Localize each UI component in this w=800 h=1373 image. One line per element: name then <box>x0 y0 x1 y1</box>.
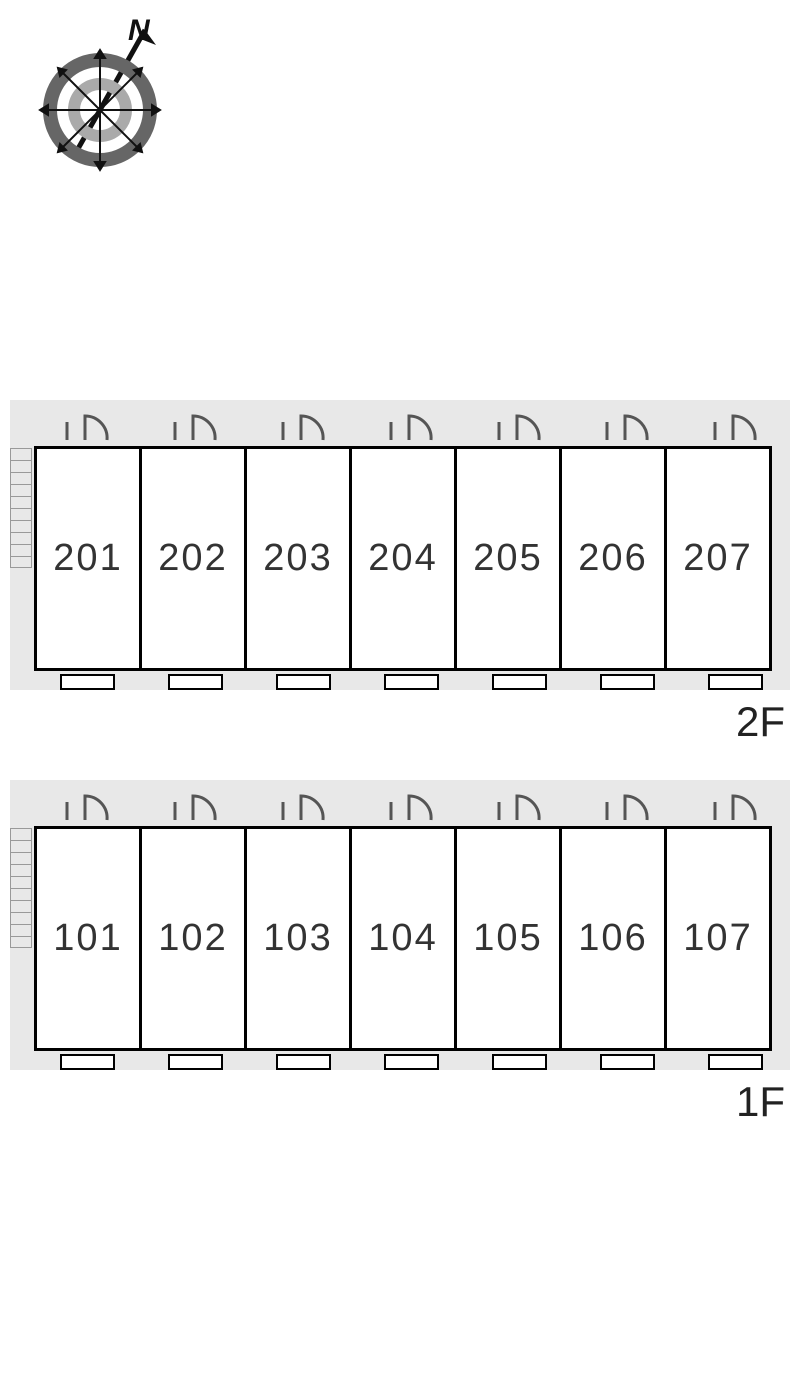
unit-label: 205 <box>473 537 542 580</box>
window-icon <box>60 674 115 690</box>
door-icon <box>281 792 341 822</box>
unit-107: 107 <box>664 826 772 1051</box>
stairs-icon <box>10 828 32 948</box>
unit-202: 202 <box>139 446 247 671</box>
unit-102: 102 <box>139 826 247 1051</box>
unit-label: 106 <box>578 917 647 960</box>
window-icon <box>60 1054 115 1070</box>
window-icon <box>384 674 439 690</box>
unit-label: 107 <box>683 917 752 960</box>
unit-label: 206 <box>578 537 647 580</box>
door-icon <box>497 792 557 822</box>
floor-plan-2f: 201 202 203 204 205 206 207 <box>10 400 790 690</box>
unit-103: 103 <box>244 826 352 1051</box>
door-icon <box>173 412 233 442</box>
unit-205: 205 <box>454 446 562 671</box>
window-icon <box>492 1054 547 1070</box>
compass-label: N <box>128 14 151 47</box>
floor-label-1f: 1F <box>736 1078 785 1126</box>
unit-201: 201 <box>34 446 142 671</box>
door-icon <box>713 412 773 442</box>
unit-104: 104 <box>349 826 457 1051</box>
window-icon <box>492 674 547 690</box>
door-icon <box>389 412 449 442</box>
door-icon <box>605 792 665 822</box>
unit-label: 204 <box>368 537 437 580</box>
floor-label-2f: 2F <box>736 698 785 746</box>
unit-label: 103 <box>263 917 332 960</box>
window-icon <box>168 674 223 690</box>
window-icon <box>384 1054 439 1070</box>
unit-105: 105 <box>454 826 562 1051</box>
stairs-icon <box>10 448 32 568</box>
door-icon <box>65 792 125 822</box>
unit-label: 101 <box>53 917 122 960</box>
unit-206: 206 <box>559 446 667 671</box>
door-icon <box>65 412 125 442</box>
door-icon <box>497 412 557 442</box>
window-icon <box>708 1054 763 1070</box>
unit-label: 202 <box>158 537 227 580</box>
unit-label: 102 <box>158 917 227 960</box>
door-icon <box>281 412 341 442</box>
door-icon <box>173 792 233 822</box>
unit-204: 204 <box>349 446 457 671</box>
window-icon <box>276 1054 331 1070</box>
floor-plan-1f: 101 102 103 104 105 106 107 <box>10 780 790 1070</box>
unit-207: 207 <box>664 446 772 671</box>
compass-icon: N <box>20 10 180 185</box>
window-icon <box>168 1054 223 1070</box>
window-icon <box>600 674 655 690</box>
unit-label: 104 <box>368 917 437 960</box>
door-icon <box>605 412 665 442</box>
units-row: 101 102 103 104 105 106 107 <box>34 826 769 1051</box>
window-icon <box>276 674 331 690</box>
unit-101: 101 <box>34 826 142 1051</box>
units-row: 201 202 203 204 205 206 207 <box>34 446 769 671</box>
unit-label: 105 <box>473 917 542 960</box>
window-icon <box>600 1054 655 1070</box>
unit-203: 203 <box>244 446 352 671</box>
unit-label: 201 <box>53 537 122 580</box>
door-icon <box>389 792 449 822</box>
unit-label: 207 <box>683 537 752 580</box>
window-icon <box>708 674 763 690</box>
door-icon <box>713 792 773 822</box>
unit-106: 106 <box>559 826 667 1051</box>
unit-label: 203 <box>263 537 332 580</box>
